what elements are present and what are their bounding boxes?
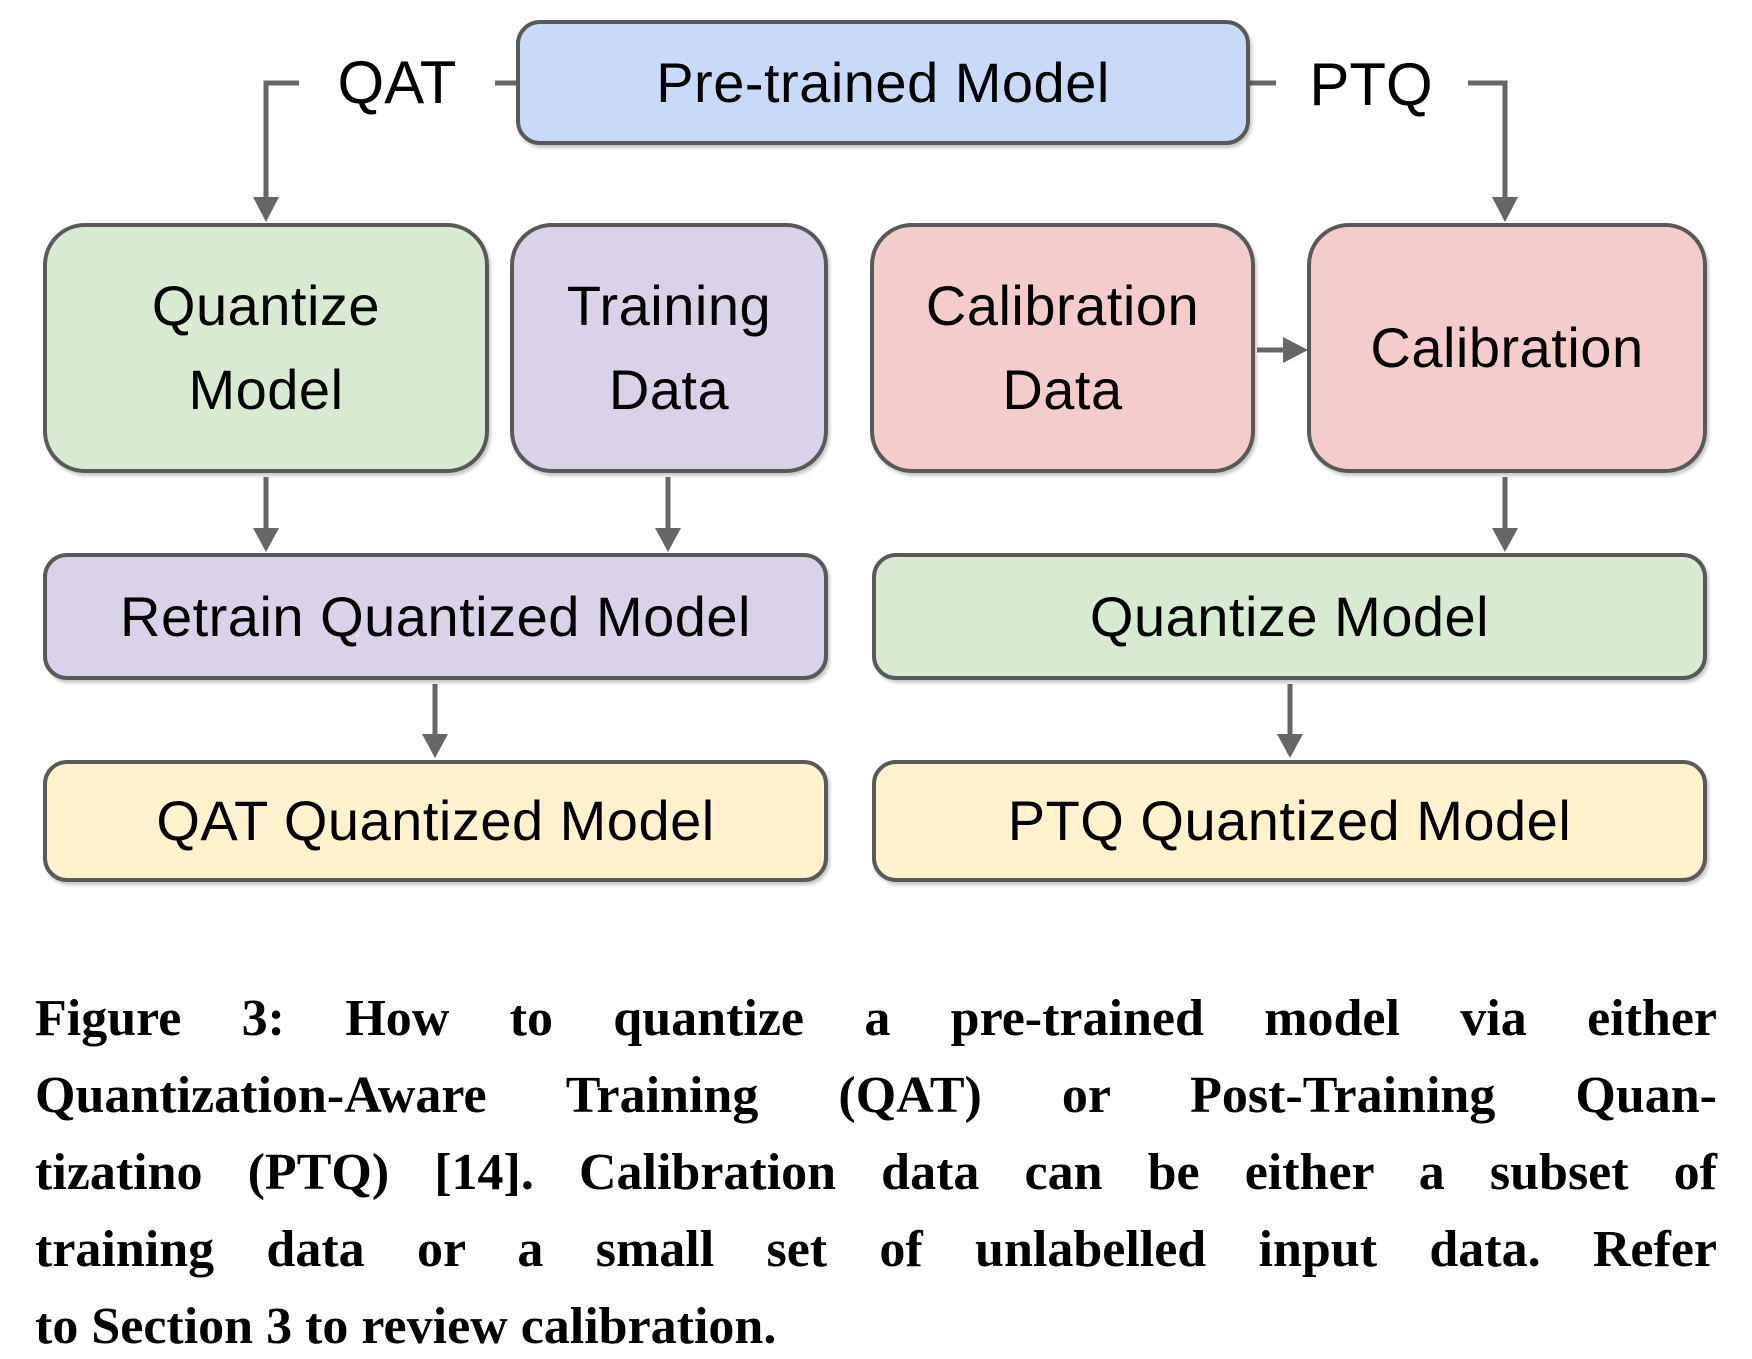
arrowhead-into-quantize-right [1492, 528, 1518, 552]
caption-line: to Section 3 to review calibration. [35, 1298, 777, 1355]
node-quantize-model-qat: Quantize Model [43, 223, 489, 473]
caption-line: tizatino (PTQ) [14]. Calibration data ca… [35, 1144, 1717, 1201]
node-retrain-quantized-model: Retrain Quantized Model [43, 553, 828, 680]
connector-arrows [253, 80, 1518, 758]
figure-caption: Figure 3: How to quantize a pre-trained … [35, 980, 1717, 1359]
node-label: Calibration [1370, 316, 1644, 379]
connector-qat-elbow [263, 80, 299, 197]
node-label-line: Model [188, 358, 344, 421]
node-label: Pre-trained Model [656, 50, 1110, 114]
connector-ptq-elbow [1468, 80, 1508, 197]
arrowhead-qat-into-quantize-model [253, 197, 279, 222]
node-label-line: Quantize [151, 274, 381, 337]
qat-path-label: QAT [337, 49, 457, 116]
caption-line: Figure 3: How to quantize a pre-trained … [35, 990, 1717, 1047]
arrowhead-into-retrain-right [655, 528, 681, 552]
node-label-line: Training [566, 274, 772, 337]
node-qat-quantized-model: QAT Quantized Model [43, 760, 828, 882]
node-label-line: Data [608, 358, 730, 421]
node-training-data: Training Data [510, 223, 828, 473]
node-label: PTQ Quantized Model [1007, 789, 1572, 852]
arrowhead-ptq-into-calibration [1492, 197, 1518, 222]
caption-line: training data or a small set of unlabell… [35, 1221, 1717, 1278]
node-label: QAT Quantized Model [156, 789, 715, 852]
node-ptq-quantized-model: PTQ Quantized Model [872, 760, 1707, 882]
node-pretrained-model: Pre-trained Model [516, 20, 1250, 145]
node-calibration-data: Calibration Data [870, 223, 1255, 473]
node-label-line: Data [1002, 358, 1123, 421]
ptq-path-label: PTQ [1309, 51, 1433, 118]
arrowhead-into-calibration [1283, 337, 1308, 363]
node-label: Quantize Model [1089, 584, 1490, 648]
node-quantize-model-ptq: Quantize Model [872, 553, 1707, 680]
node-calibration: Calibration [1307, 223, 1707, 473]
arrowhead-into-qat-quantized [422, 734, 448, 758]
node-label-line: Calibration [925, 274, 1200, 337]
arrowhead-into-ptq-quantized [1277, 734, 1303, 758]
arrowhead-into-retrain-left [253, 528, 279, 552]
caption-line: Quantization-Aware Training (QAT) or Pos… [35, 1067, 1717, 1124]
quantization-flow-diagram: QAT PTQ Pre-trained Model Quantize Model… [43, 20, 1707, 882]
node-label: Retrain Quantized Model [120, 584, 751, 648]
